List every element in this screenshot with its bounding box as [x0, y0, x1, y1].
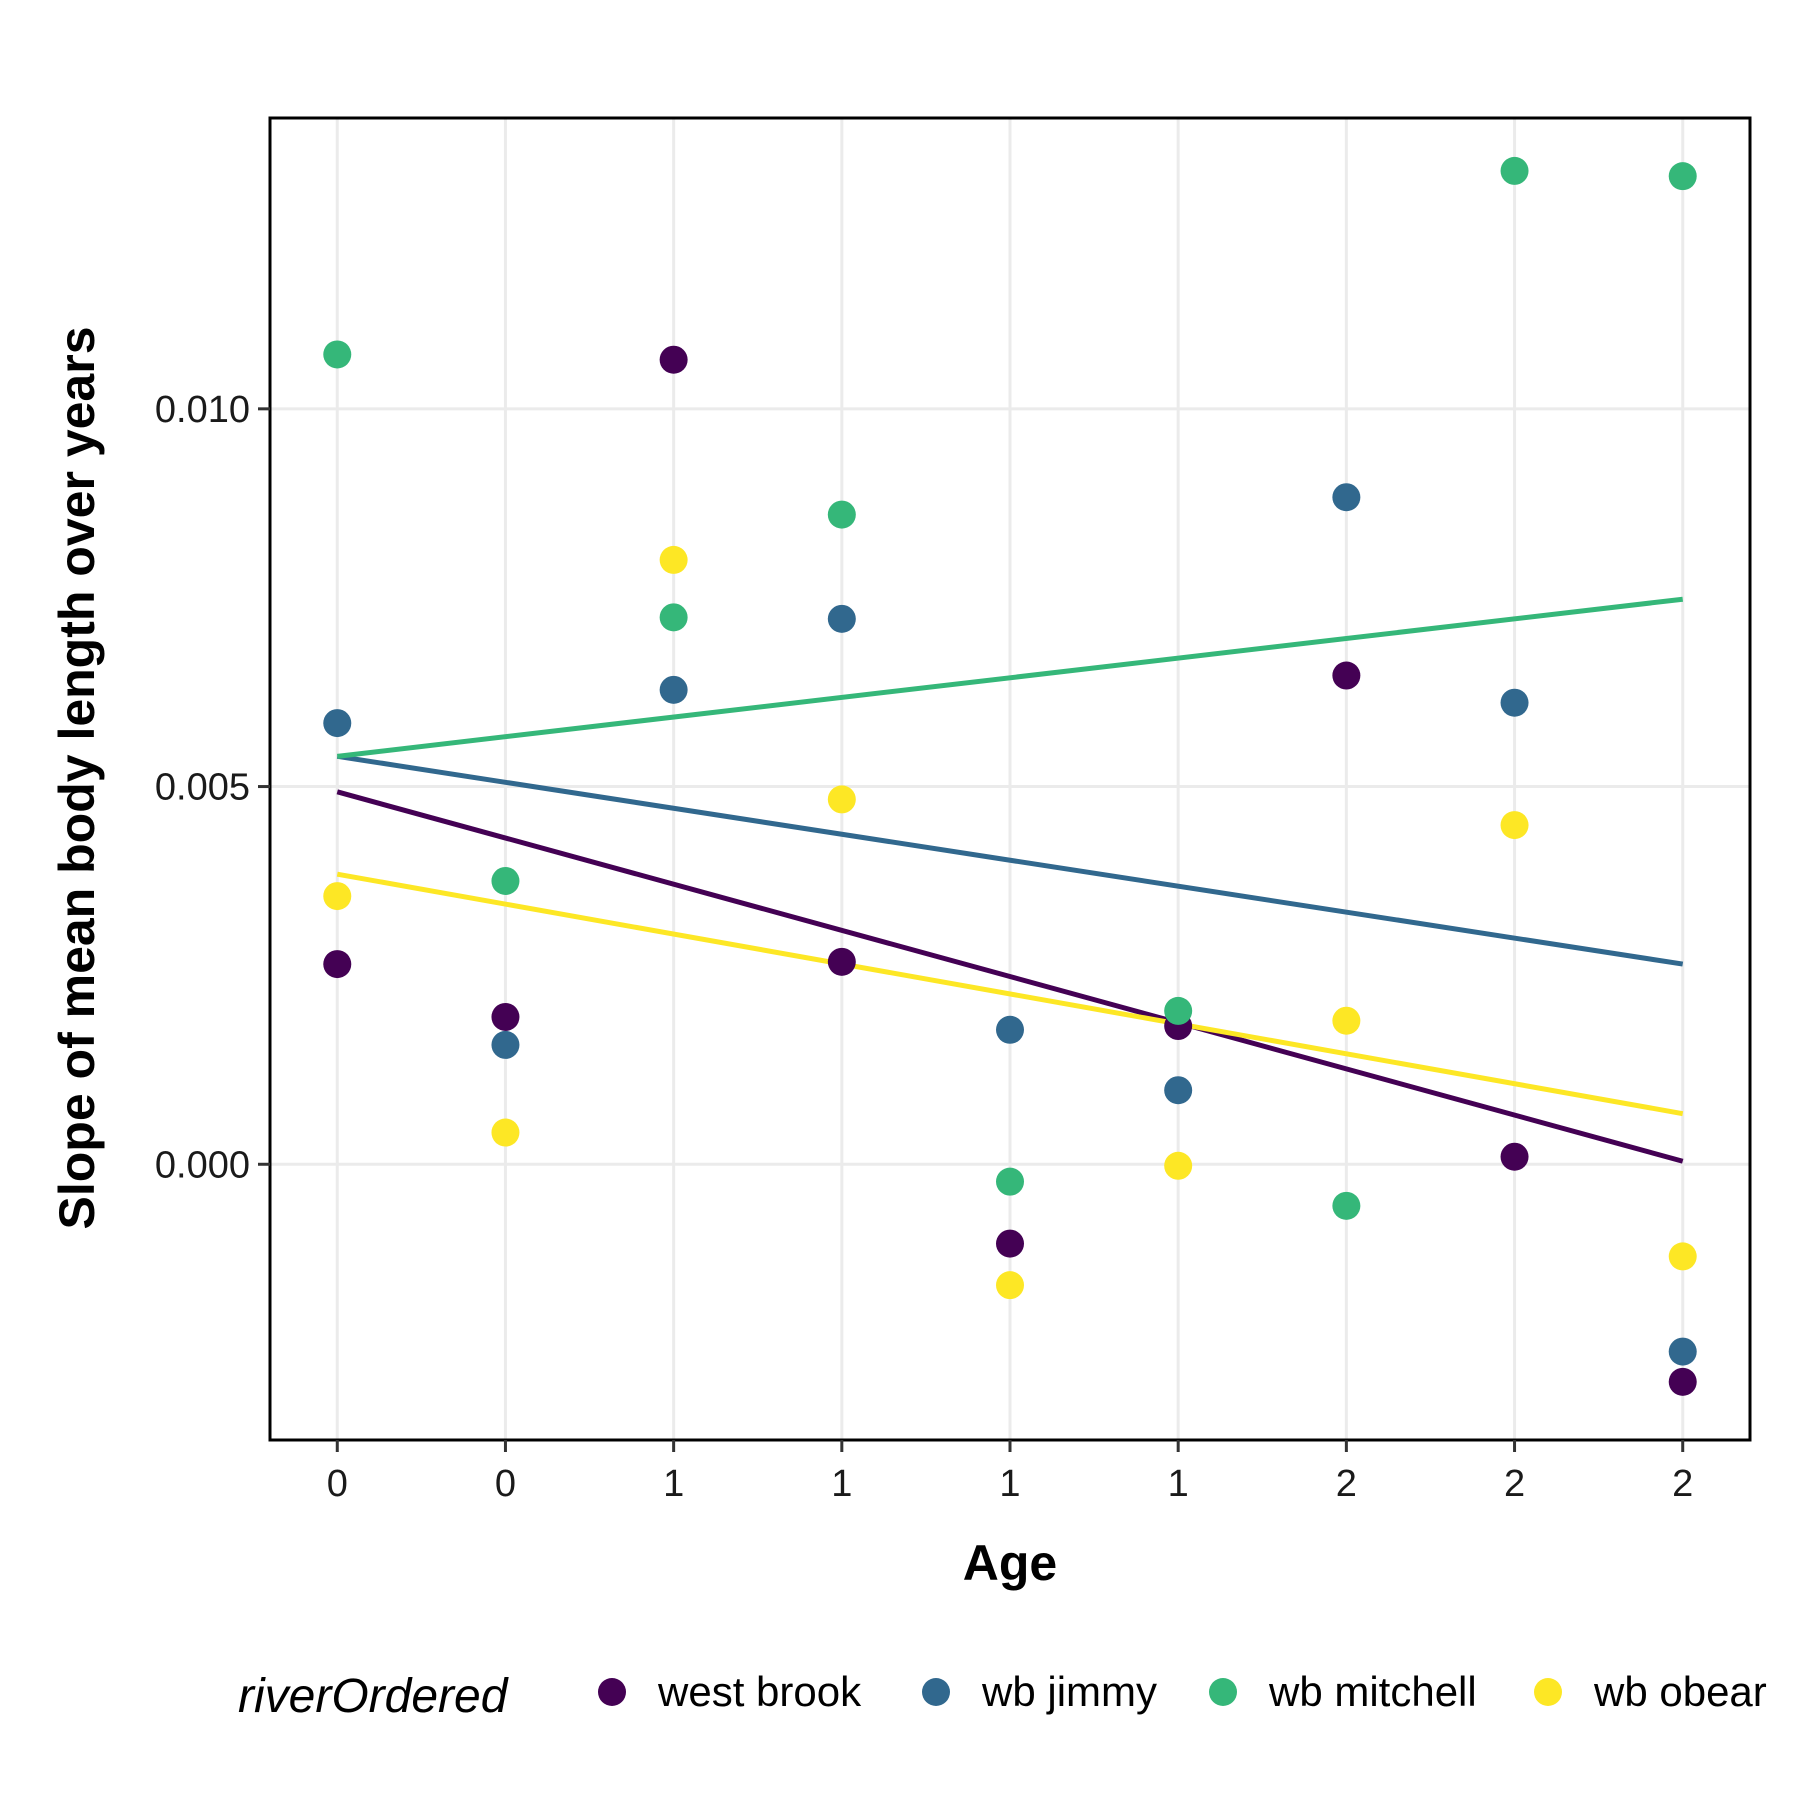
x-axis-title: Age: [963, 1535, 1057, 1591]
point-wb-jimmy: [1500, 688, 1529, 717]
x-tick-label: 2: [1504, 1463, 1525, 1505]
point-wb-obear: [491, 1118, 520, 1147]
point-west-brook: [491, 1002, 520, 1031]
point-wb-mitchell: [323, 340, 352, 369]
point-wb-jimmy: [1164, 1076, 1193, 1105]
legend-item-wb-obear: wb obear: [1534, 1668, 1767, 1715]
point-wb-jimmy: [1668, 1337, 1697, 1366]
point-wb-obear: [1668, 1242, 1697, 1271]
point-wb-obear: [323, 882, 352, 911]
point-west-brook: [659, 345, 688, 374]
x-tick-label: 1: [999, 1463, 1020, 1505]
point-wb-jimmy: [323, 709, 352, 738]
point-wb-obear: [1500, 811, 1529, 840]
point-west-brook: [1668, 1367, 1697, 1396]
legend-label: west brook: [657, 1668, 862, 1715]
y-tick-label: 0.010: [155, 389, 250, 431]
point-wb-mitchell: [1164, 996, 1193, 1025]
point-wb-jimmy: [996, 1015, 1024, 1044]
point-wb-obear: [659, 545, 688, 574]
x-tick-label: 0: [327, 1463, 348, 1505]
x-tick-label: 2: [1336, 1463, 1357, 1505]
point-west-brook: [323, 950, 352, 979]
point-west-brook: [1332, 661, 1361, 690]
trend-line-wb-mitchell: [336, 596, 1684, 759]
point-wb-jimmy: [1332, 483, 1361, 512]
trend-line-wb-jimmy: [336, 753, 1684, 967]
data-points: [323, 156, 1697, 1396]
legend-swatch: [598, 1678, 626, 1706]
trend-line-west-brook: [336, 789, 1684, 1164]
point-wb-mitchell: [1332, 1191, 1361, 1220]
legend-item-west-brook: west brook: [598, 1668, 862, 1715]
point-wb-jimmy: [491, 1030, 520, 1059]
x-tick-label: 1: [663, 1463, 684, 1505]
x-tick-label: 0: [495, 1463, 516, 1505]
point-west-brook: [827, 947, 856, 976]
point-wb-mitchell: [659, 603, 688, 632]
point-wb-obear: [1332, 1006, 1361, 1035]
legend-item-wb-mitchell: wb mitchell: [1209, 1668, 1477, 1715]
point-wb-obear: [827, 785, 856, 814]
point-wb-mitchell: [1500, 156, 1529, 185]
y-tick-label: 0.005: [155, 767, 250, 809]
legend-item-wb-jimmy: wb jimmy: [922, 1668, 1157, 1715]
point-wb-obear: [1164, 1151, 1193, 1180]
legend-label: wb mitchell: [1268, 1668, 1477, 1715]
trend-line-wb-obear: [336, 871, 1684, 1117]
point-west-brook: [1500, 1142, 1529, 1171]
legend-label: wb jimmy: [981, 1668, 1157, 1715]
legend-title: riverOrdered: [238, 1670, 509, 1723]
point-wb-jimmy: [659, 675, 688, 704]
point-wb-mitchell: [491, 866, 520, 895]
point-wb-mitchell: [996, 1167, 1024, 1196]
point-wb-mitchell: [827, 500, 856, 529]
trend-lines: [336, 596, 1684, 1164]
legend-swatch: [1534, 1678, 1562, 1706]
point-wb-obear: [996, 1271, 1024, 1300]
legend-swatch: [922, 1678, 950, 1706]
legend-swatch: [1209, 1678, 1237, 1706]
y-tick-label: 0.000: [155, 1144, 250, 1186]
point-wb-jimmy: [827, 604, 856, 633]
point-wb-mitchell: [1668, 162, 1697, 191]
x-tick-label: 1: [1168, 1463, 1189, 1505]
x-tick-label: 2: [1672, 1463, 1693, 1505]
x-tick-label: 1: [831, 1463, 852, 1505]
legend-label: wb obear: [1593, 1668, 1767, 1715]
axes: 0 0 1 1 1 1 2 2 2 0.000 0.005 0.010: [155, 389, 1693, 1505]
legend: riverOrdered west brook wb jimmy wb mitche…: [238, 1668, 1767, 1723]
point-west-brook: [996, 1229, 1024, 1258]
y-axis-title: Slope of mean body length over years: [49, 326, 105, 1229]
